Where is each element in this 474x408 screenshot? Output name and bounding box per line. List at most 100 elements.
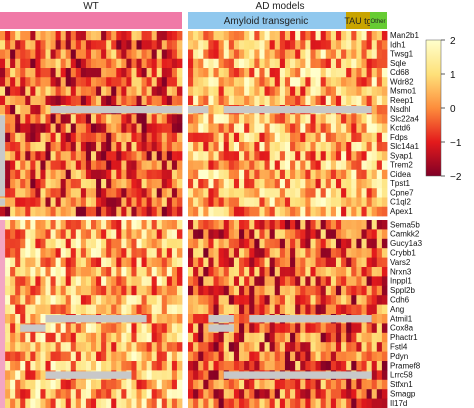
ad-bottom-cell [249,342,255,352]
wt-bottom-cell [106,398,112,408]
ad-top-cell [295,151,301,161]
ad-top-cell [295,77,301,87]
wt-bottom-cell [141,248,148,258]
ad-top-cell [371,142,378,152]
ad-bottom-cell [320,229,327,240]
ad-top-cell [193,142,199,152]
wt-top-cell [96,206,102,217]
ad-top-cell [188,132,194,143]
ad-top-cell [310,40,316,50]
wt-top-cell [166,132,173,143]
wt-top-cell [106,179,112,189]
ad-bottom-cell [356,220,362,230]
ad-top-cell [356,197,362,208]
ad-top-cell [218,77,225,87]
wt-bottom-cell [65,389,72,399]
wt-bottom-cell [126,276,132,287]
ad-top-cell [274,95,281,106]
ad-top-cell [300,197,306,208]
wt-bottom-cell [85,398,92,408]
ad-bottom-cell [325,323,332,334]
wt-bottom-cell [20,276,26,287]
wt-top-cell [50,49,57,60]
ad-top-cell [341,160,347,171]
ad-top-cell [203,142,209,152]
wt-bottom-cell [166,351,173,362]
ad-bottom-cell [218,361,225,371]
wt-bottom-cell [116,351,122,362]
wt-top-cell [111,160,117,171]
ad-top-cell [264,49,271,60]
ad-top-cell [188,160,194,171]
wt-top-cell [161,114,168,124]
wt-top-cell [151,86,158,97]
ad-top-cell [371,40,378,50]
ad-bottom-cell [320,323,327,334]
ad-top-cell [249,40,255,50]
wt-top-cell [156,77,163,87]
wt-top-cell [50,151,57,161]
ad-top-cell [310,197,316,208]
wt-top-cell [70,160,77,171]
ad-top-cell [361,95,367,106]
ad-top-cell [284,77,291,87]
ad-top-cell [356,49,362,60]
ad-top-cell [290,31,296,41]
wt-bottom-cell [60,332,67,343]
wt-top-cell [96,197,102,208]
ad-top-cell [188,114,194,124]
ad-bottom-cell [381,267,388,277]
ad-top-cell [218,68,225,78]
wt-top-cell [70,49,77,60]
ad-bottom-cell [198,389,204,399]
wt-top-cell [106,188,112,198]
wt-bottom-cell [45,323,51,334]
ad-bottom-cell [371,248,378,258]
ad-bottom-cell [269,267,276,277]
ad-bottom-cell [381,389,388,399]
wt-top-cell [176,58,183,69]
ad-top-cell [320,132,327,143]
ad-top-cell [361,31,367,41]
wt-top-cell [96,40,102,50]
ad-bottom-cell [320,257,327,268]
ad-bottom-cell [254,295,260,305]
ad-bottom-cell [203,332,209,343]
wt-top-cell [10,179,16,189]
ad-bottom-cell [305,323,311,334]
wt-top-cell [146,188,153,198]
wt-top-cell [111,179,117,189]
wt-bottom-cell [161,267,168,277]
top-gene-label: Trem2 [390,161,413,170]
ad-top-cell [223,77,230,87]
wt-top-cell [131,188,137,198]
ad-top-cell [341,31,347,41]
ad-bottom-cell [239,257,245,268]
bottom-gene-label: Atmil1 [390,314,413,323]
ad-top-cell [320,151,327,161]
ad-bottom-cell [218,379,225,390]
ad-top-cell [351,86,357,97]
wt-bottom-cell [30,332,36,343]
wt-bottom-cell [10,248,16,258]
ad-top-cell [290,95,296,106]
ad-top-cell [249,151,255,161]
wt-top-cell [161,197,168,208]
ad-bottom-cell [223,332,230,343]
wt-bottom-cell [176,332,183,343]
ad-bottom-cell [254,285,260,296]
wt-bottom-cell [161,285,168,296]
wt-top-cell [75,40,82,50]
wt-bottom-cell [111,389,117,399]
wt-bottom-cell [136,276,142,287]
wt-bottom-cell [80,323,87,334]
ad-top-cell [320,188,327,198]
ad-bottom-cell [188,229,194,240]
wt-top-cell [10,206,16,217]
ad-bottom-cell [279,238,286,249]
ad-bottom-cell [325,257,332,268]
ad-top-cell [274,132,281,143]
ad-bottom-cell [233,351,240,362]
ad-top-cell [371,68,378,78]
ad-bottom-cell [300,248,306,258]
